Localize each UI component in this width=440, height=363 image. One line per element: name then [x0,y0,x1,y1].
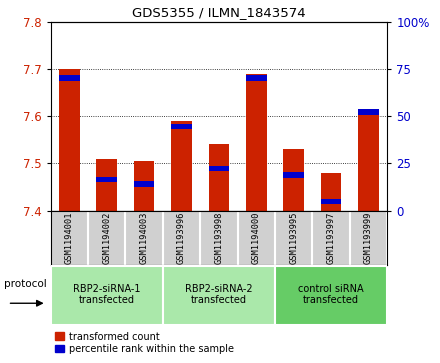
Bar [209,166,229,171]
Bar [283,172,304,178]
Title: GDS5355 / ILMN_1843574: GDS5355 / ILMN_1843574 [132,6,306,19]
Bar [59,75,80,81]
Text: control siRNA
transfected: control siRNA transfected [298,284,364,305]
Text: protocol: protocol [4,278,47,289]
Bar [246,74,267,211]
Text: RBP2-siRNA-2
transfected: RBP2-siRNA-2 transfected [185,284,253,305]
Bar [134,161,154,211]
Bar [358,109,379,115]
Bar [246,75,267,81]
Bar [321,199,341,204]
Text: GSM1193997: GSM1193997 [326,212,336,264]
Bar [321,173,341,211]
Legend: transformed count, percentile rank within the sample: transformed count, percentile rank withi… [55,331,234,354]
Bar [283,149,304,211]
Text: GSM1194001: GSM1194001 [65,212,74,264]
Text: GSM1193996: GSM1193996 [177,212,186,264]
Text: GSM1193999: GSM1193999 [364,212,373,264]
Bar [163,266,275,326]
Bar [358,114,379,211]
Bar [275,266,387,326]
Bar [171,124,192,129]
Text: GSM1194003: GSM1194003 [139,212,149,264]
Bar [59,69,80,211]
Text: GSM1193995: GSM1193995 [289,212,298,264]
Bar [171,121,192,211]
Bar [51,266,163,326]
Text: GSM1193998: GSM1193998 [214,212,224,264]
Text: GSM1194000: GSM1194000 [252,212,261,264]
Bar [96,176,117,182]
Bar [209,144,229,211]
Text: RBP2-siRNA-1
transfected: RBP2-siRNA-1 transfected [73,284,140,305]
Bar [96,159,117,211]
Bar [134,181,154,187]
Text: GSM1194002: GSM1194002 [102,212,111,264]
